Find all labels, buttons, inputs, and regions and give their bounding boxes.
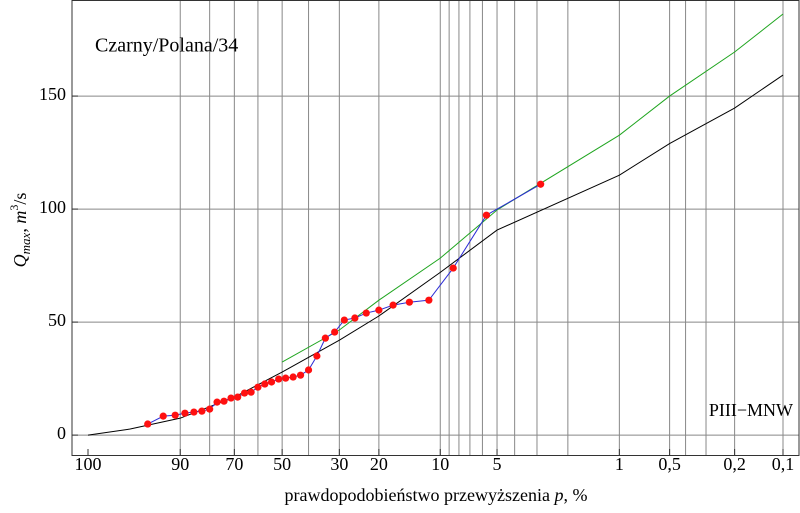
data-point (425, 296, 433, 304)
data-point (296, 371, 305, 379)
y-label-part: 3 (7, 205, 21, 211)
data-point (375, 306, 383, 314)
y-label-part: /s (10, 193, 30, 205)
data-point (362, 309, 370, 317)
data-point (190, 408, 198, 416)
y-label-part: max (18, 232, 33, 254)
data-point (159, 412, 167, 420)
data-point (331, 328, 339, 336)
data-point (198, 407, 206, 415)
data-point (340, 316, 348, 324)
y-tick-label: 50 (48, 310, 66, 330)
y-label-part: , (10, 224, 30, 233)
data-point (220, 397, 228, 405)
annotation: Czarny/Polana/34 (95, 35, 238, 57)
x-axis-label: prawdopodobieństwo przewyższenia p, % (285, 485, 588, 505)
plot-frame (71, 0, 800, 456)
plot-area (72, 0, 799, 456)
x-tick-label: 100 (75, 454, 102, 474)
y-axis-label: Qmax, m3/s (7, 193, 33, 268)
data-point (267, 378, 276, 386)
y-tick-label: 0 (57, 423, 66, 443)
data-point (282, 374, 290, 382)
data-point (206, 405, 214, 413)
data-point (321, 334, 329, 342)
x-tick-label: 10 (431, 454, 449, 474)
data-point (537, 180, 545, 188)
data-point (227, 394, 235, 402)
x-tick-label: 30 (330, 454, 348, 474)
y-label-part: Q (10, 254, 30, 267)
data-point (261, 380, 269, 388)
x-tick-label: 1 (615, 454, 624, 474)
x-tick-label: 0,2 (723, 454, 746, 474)
x-tick-label: 20 (370, 454, 388, 474)
data-point (171, 411, 179, 419)
data-point (275, 375, 283, 383)
data-point (389, 301, 397, 309)
data-point (482, 211, 491, 219)
x-label-part: , % (563, 485, 587, 505)
series-line (87, 74, 784, 436)
x-tick-label: 70 (225, 454, 243, 474)
x-tick-label: 0,5 (658, 454, 681, 474)
data-point (234, 393, 242, 401)
data-point (405, 298, 414, 306)
y-label-part: m (10, 211, 30, 224)
x-label-part: prawdopodobieństwo przewyższenia (285, 485, 555, 505)
data-point (254, 383, 262, 391)
data-point (351, 314, 359, 322)
data-point (240, 389, 249, 397)
y-tick-label: 150 (39, 84, 66, 104)
data-point (213, 398, 221, 406)
data-point (144, 420, 152, 428)
annotation: PIII−MNW (709, 400, 793, 420)
data-point (247, 388, 255, 396)
data-point (449, 264, 457, 272)
x-tick-label: 0,1 (772, 454, 795, 474)
x-tick-label: 5 (493, 454, 502, 474)
data-point (289, 373, 297, 381)
y-tick-label: 100 (39, 197, 66, 217)
x-tick-label: 90 (171, 454, 189, 474)
data-point (313, 352, 321, 360)
x-tick-label: 50 (273, 454, 291, 474)
data-point (181, 409, 189, 417)
data-point (304, 366, 313, 374)
x-label-part: p (552, 485, 563, 505)
